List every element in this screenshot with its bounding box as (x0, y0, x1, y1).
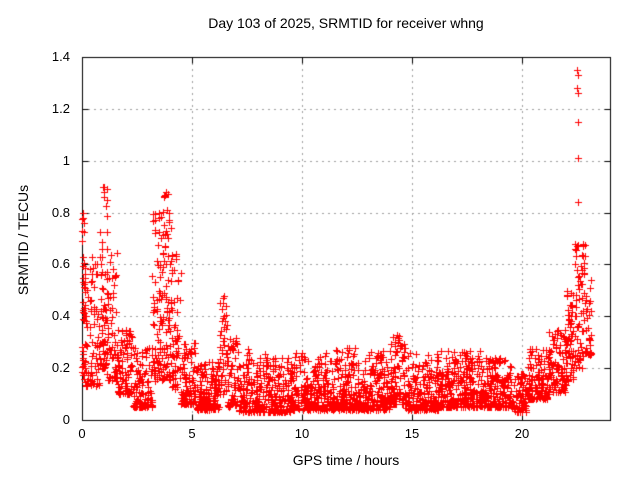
x-tick-label: 0 (78, 426, 86, 441)
chart-title: Day 103 of 2025, SRMTID for receiver whn… (208, 15, 484, 31)
x-tick-label: 5 (188, 426, 196, 441)
x-tick-label: 15 (404, 426, 420, 441)
y-tick-label: 0.4 (51, 308, 70, 323)
y-tick-label: 0.2 (51, 360, 70, 375)
x-tick-label: 10 (294, 426, 310, 441)
y-tick-label: 1.4 (51, 49, 70, 64)
y-tick-label: 0 (62, 412, 70, 427)
y-tick-label: 0.8 (51, 205, 70, 220)
y-tick-label: 0.6 (51, 256, 70, 271)
y-tick-label: 1 (62, 153, 70, 168)
y-tick-label: 1.2 (51, 101, 70, 116)
x-axis-label: GPS time / hours (292, 452, 400, 468)
x-tick-label: 20 (514, 426, 530, 441)
